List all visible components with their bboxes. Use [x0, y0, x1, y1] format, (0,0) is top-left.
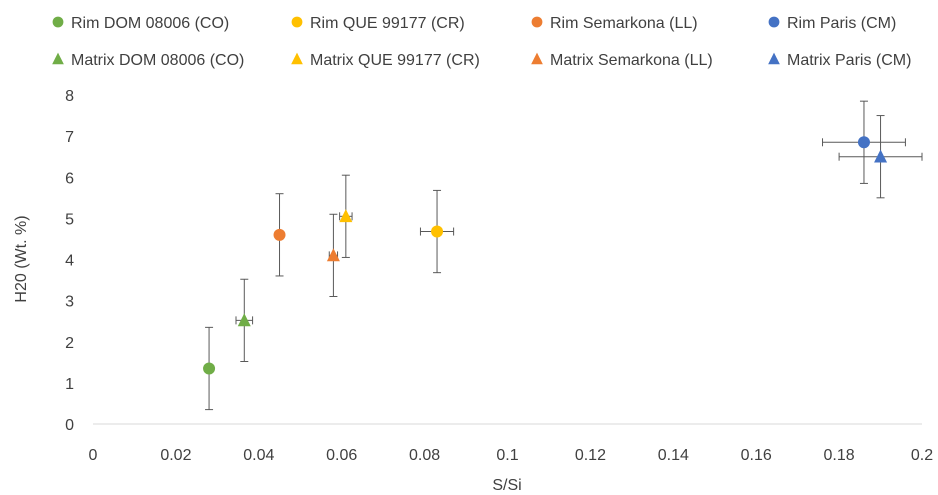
legend-item: Rim DOM 08006 (CO) — [52, 15, 229, 32]
legend-marker — [52, 16, 64, 28]
circle-point — [273, 228, 286, 241]
x-tick-label: 0.1 — [496, 447, 518, 464]
legend-label: Rim Paris (CM) — [787, 15, 896, 32]
data-point-group — [273, 193, 286, 277]
axes: 0 0.02 0.04 0.06 0.08 0.1 0.12 0.14 0.16 0.18 0.2 … — [65, 88, 933, 464]
legend-label: Matrix Semarkona (LL) — [550, 52, 713, 69]
x-tick-label: 0.04 — [243, 447, 274, 464]
x-tick-label: 0.16 — [741, 447, 772, 464]
legend-marker — [291, 16, 303, 28]
triangle-point — [326, 248, 340, 262]
x-tick-label: 0.18 — [824, 447, 855, 464]
y-tick-label: 3 — [65, 294, 74, 311]
x-tick-label: 0.02 — [160, 447, 191, 464]
data-point-group — [326, 213, 340, 298]
triangle-point — [874, 149, 888, 163]
circle-point — [431, 225, 444, 238]
data-points — [203, 100, 923, 411]
y-tick-label: 4 — [65, 253, 74, 270]
legend-item: Rim QUE 99177 (CR) — [291, 15, 465, 32]
y-tick-label: 7 — [65, 129, 74, 146]
x-tick-label: 0.06 — [326, 447, 357, 464]
y-tick-label: 8 — [65, 88, 74, 105]
y-tick-label: 0 — [65, 417, 74, 434]
triangle-point — [237, 313, 251, 327]
legend-item: Matrix Semarkona (LL) — [531, 52, 713, 69]
legend-marker — [531, 16, 543, 28]
legend-marker — [768, 16, 780, 28]
legend-item: Matrix DOM 08006 (CO) — [52, 52, 244, 69]
legend-label: Matrix QUE 99177 (CR) — [310, 52, 480, 69]
x-tick-label: 0.14 — [658, 447, 689, 464]
y-axis-title: H20 (Wt. %) — [13, 215, 30, 302]
legend-label: Rim DOM 08006 (CO) — [71, 15, 229, 32]
x-tick-label: 0.08 — [409, 447, 440, 464]
legend-label: Matrix DOM 08006 (CO) — [71, 52, 244, 69]
legend-item: Rim Semarkona (LL) — [531, 15, 698, 32]
circle-point — [857, 136, 870, 149]
legend-label: Rim QUE 99177 (CR) — [310, 15, 465, 32]
circle-point — [203, 362, 216, 375]
legend-label: Matrix Paris (CM) — [787, 52, 911, 69]
data-point-group — [235, 278, 254, 362]
legend-marker — [291, 52, 303, 65]
x-axis-title: S/Si — [492, 477, 521, 494]
data-point-group — [822, 100, 906, 184]
data-point-group — [838, 115, 923, 199]
legend-item: Rim Paris (CM) — [768, 15, 896, 32]
legend-marker — [768, 52, 780, 65]
x-tick-label: 0.12 — [575, 447, 606, 464]
y-tick-label: 2 — [65, 335, 74, 352]
legend-label: Rim Semarkona (LL) — [550, 15, 698, 32]
legend-marker — [52, 52, 64, 65]
legend-item: Matrix QUE 99177 (CR) — [291, 52, 480, 69]
legend-marker — [531, 52, 543, 65]
y-tick-labels: 0 1 2 3 4 5 6 7 8 — [65, 88, 74, 434]
y-tick-label: 6 — [65, 170, 74, 187]
legend: Rim DOM 08006 (CO) Rim QUE 99177 (CR) Rim … — [52, 15, 911, 69]
data-point-group — [419, 189, 455, 274]
y-tick-label: 5 — [65, 211, 74, 228]
data-point-group — [203, 326, 216, 411]
data-point-group — [339, 174, 353, 258]
x-tick-label: 0 — [89, 447, 98, 464]
x-tick-labels: 0 0.02 0.04 0.06 0.08 0.1 0.12 0.14 0.16 0.18 0.2 — [89, 447, 934, 464]
x-tick-label: 0.2 — [911, 447, 933, 464]
legend-item: Matrix Paris (CM) — [768, 52, 911, 69]
triangle-point — [339, 209, 353, 223]
y-tick-label: 1 — [65, 376, 74, 393]
